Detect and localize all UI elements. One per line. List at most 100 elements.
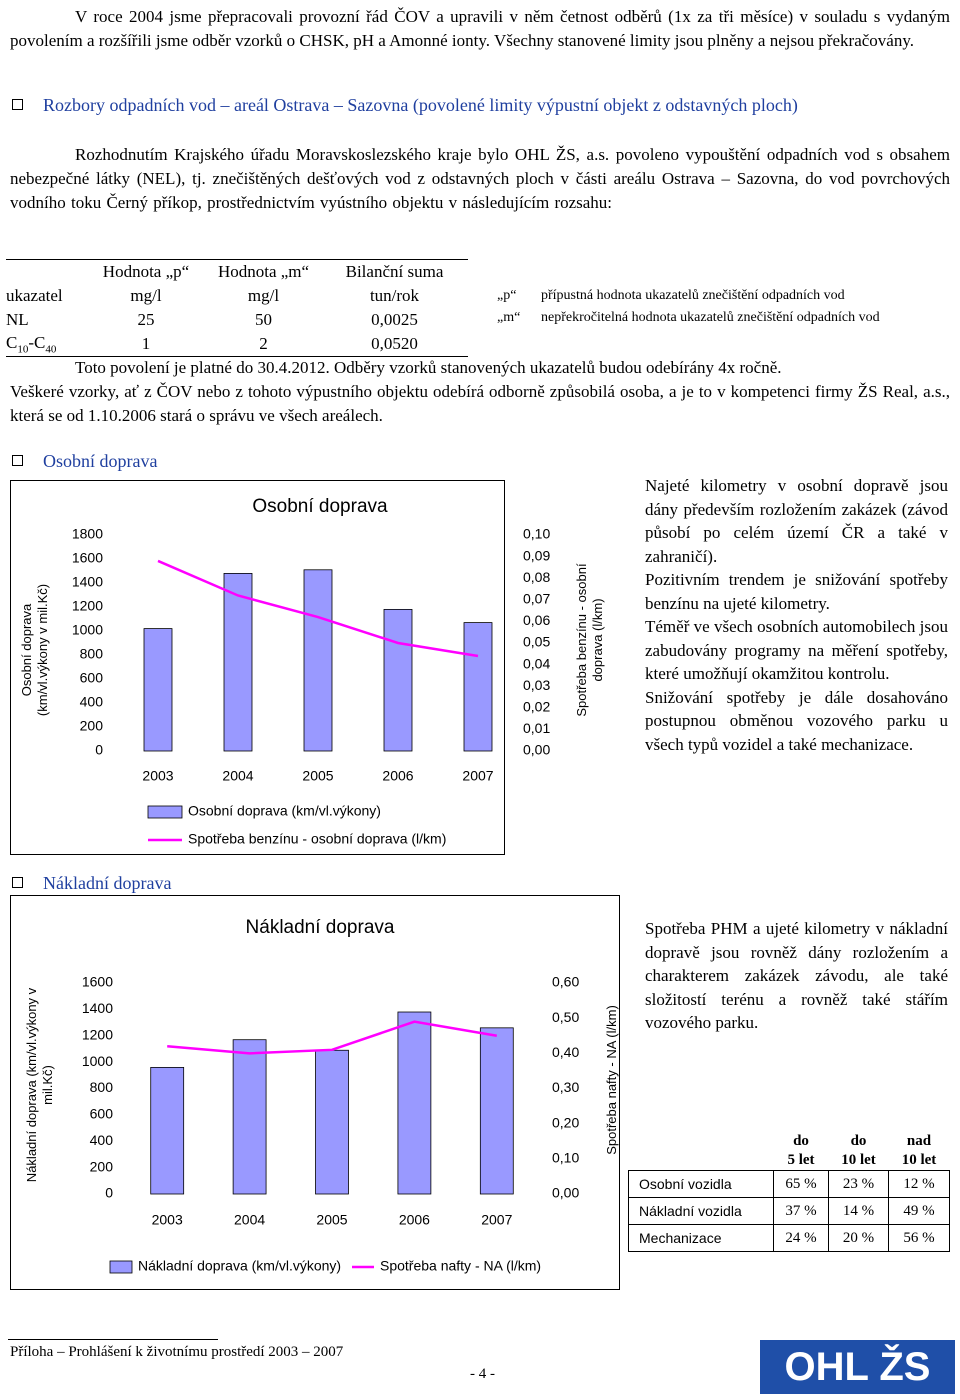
- note-text: nepřekročitelná hodnota ukazatelů znečiš…: [541, 310, 880, 325]
- label-sub: 10: [17, 343, 29, 356]
- axis-label: Spotřeba benzínu - osobní doprava (l/km): [574, 563, 605, 717]
- y-tick-label: 800: [90, 1079, 114, 1095]
- legend-label: Spotřeba benzínu - osobní doprava (l/km): [188, 831, 446, 847]
- column-unit: tun/rok: [369, 286, 420, 305]
- table-cell: 50: [255, 310, 272, 329]
- side-paragraph: Najeté kilometry v osobní dopravě jsou d…: [645, 476, 948, 566]
- y-tick-label: 1200: [72, 598, 103, 614]
- legend-swatch: [147, 805, 183, 819]
- legend-label: Osobní doprava (km/vl.výkony): [188, 803, 381, 819]
- y-tick-label: 0: [95, 742, 103, 758]
- page-number: - 4 -: [470, 1366, 495, 1382]
- table-cell: [6, 260, 86, 285]
- y-tick-label: 1000: [82, 1053, 113, 1069]
- y2-tick-label: 0,50: [552, 1009, 579, 1025]
- title-line: 10 let: [901, 1152, 937, 1168]
- table-row: Hodnota „p“ Hodnota „m“ Bilanční suma: [6, 260, 468, 285]
- y2-tick-label: 0,60: [552, 974, 579, 990]
- y2-tick-label: 0,04: [523, 655, 550, 671]
- column-unit: mg/l: [247, 286, 280, 305]
- section-heading: Rozbory odpadních vod – areál Ostrava – …: [12, 95, 798, 116]
- table-cell: [629, 1132, 774, 1171]
- y2-tick-label: 0,00: [552, 1185, 579, 1201]
- legend-swatch: [109, 1260, 133, 1274]
- bar: [315, 1049, 349, 1195]
- y-tick-label: 1800: [72, 526, 103, 542]
- y2-tick-label: 0,08: [523, 569, 550, 585]
- y-tick-label: 1600: [82, 974, 113, 990]
- column-title: Hodnota „p“: [102, 262, 190, 281]
- side-paragraph: Pozitivním trendem je snižování spotřeby…: [645, 570, 948, 613]
- logo: OHL ŽS: [760, 1340, 955, 1394]
- table-cell: 14 %: [828, 1197, 889, 1225]
- row-label: Nákladní vozidla: [628, 1197, 774, 1225]
- title-line: nad: [906, 1133, 932, 1149]
- y-tick-label: 0: [105, 1185, 113, 1201]
- paragraph: Rozhodnutím Krajského úřadu Moravskoslez…: [10, 145, 950, 212]
- y2-tick-label: 0,20: [552, 1114, 579, 1130]
- section-heading: Osobní doprava: [12, 451, 157, 472]
- y2-tick-label: 0,07: [523, 591, 550, 607]
- title-line: do: [850, 1133, 867, 1149]
- y-tick-label: 1400: [82, 1000, 113, 1016]
- table-cell: 0,0520: [371, 334, 418, 353]
- row-label: C10-C40: [6, 332, 86, 357]
- bar: [383, 608, 413, 752]
- heading-text: Nákladní doprava: [43, 873, 172, 893]
- y2-tick-label: 0,03: [523, 677, 550, 693]
- table-cell: 0,0025: [371, 310, 418, 329]
- footer-text: Příloha – Prohlášení k životnímu prostře…: [10, 1344, 344, 1360]
- chart: Osobní doprava 0 200 400 600 800 1000 1200 1400 1…: [10, 480, 550, 855]
- line: [167, 1020, 498, 1055]
- table-row: ukazatel mg/l mg/l tun/rok: [6, 284, 468, 308]
- table-row: NL 25 50 0,0025: [6, 308, 468, 332]
- bullet-box: [12, 99, 23, 110]
- limits-table: Hodnota „p“ Hodnota „m“ Bilanční suma uk…: [6, 259, 468, 357]
- table-row: Nákladní vozidla 37 % 14 % 49 %: [628, 1197, 950, 1225]
- table-cell: 65 %: [773, 1170, 829, 1198]
- x-tick-label: 2006: [399, 1212, 430, 1228]
- validity: Toto povolení je platné do 30.4.2012. Od…: [75, 358, 782, 377]
- row-label: Mechanizace: [628, 1224, 774, 1252]
- y-tick-label: 800: [80, 646, 104, 662]
- x-tick-label: 2003: [152, 1212, 183, 1228]
- bar: [479, 1027, 514, 1195]
- table-cell: 56 %: [888, 1224, 950, 1252]
- y-tick-label: 200: [90, 1158, 114, 1174]
- side-paragraph: Téměř ve všech osobních automobilech jso…: [645, 617, 948, 683]
- footer-rule: [8, 1339, 218, 1340]
- y-tick-label: 1600: [72, 550, 103, 566]
- title-line: 10 let: [841, 1152, 876, 1168]
- side-paragraph: Snižování spotřeby je dále dosahováno po…: [645, 687, 948, 754]
- x-tick-label: 2007: [481, 1212, 512, 1228]
- y-tick-label: 400: [90, 1132, 114, 1148]
- y-tick-label: 1400: [72, 574, 103, 590]
- table-cell: 23 %: [828, 1170, 889, 1198]
- table-row: C10-C40 1 2 0,0520: [6, 332, 468, 357]
- axis-label: Osobní doprava (km/vl.výkony v mil.Kč): [19, 583, 50, 717]
- chart-frame: [10, 480, 505, 855]
- title-line: 5 let: [787, 1152, 815, 1168]
- bar: [223, 573, 253, 752]
- column-title: Bilanční suma: [345, 262, 444, 281]
- legend-label: Nákladní doprava (km/vl.výkony): [138, 1258, 341, 1274]
- y-tick-label: 200: [80, 718, 104, 734]
- chart-title: Nákladní doprava: [246, 917, 395, 938]
- bar: [143, 628, 173, 752]
- axis-label: Spotřeba nafty - NA (l/km): [604, 1005, 619, 1155]
- column-unit: mg/l: [130, 286, 162, 305]
- y2-tick-label: 0,02: [523, 699, 550, 715]
- y2-tick-label: 0,10: [552, 1150, 579, 1166]
- y2-tick-label: 0,05: [523, 634, 550, 650]
- note-text: přípustná hodnota ukazatelů znečištění o…: [541, 288, 845, 303]
- table-cell: 49 %: [888, 1197, 950, 1225]
- y2-tick-label: 0,06: [523, 612, 550, 628]
- bar: [397, 1011, 432, 1195]
- x-tick-label: 2005: [302, 768, 333, 784]
- table-cell: 20 %: [828, 1224, 889, 1252]
- table-cell: 2: [259, 334, 268, 353]
- sampling: Veškeré vzorky, ať z ČOV nebo z tohoto v…: [10, 382, 950, 425]
- x-tick-label: 2004: [222, 768, 253, 784]
- column-title: do 10 let: [829, 1132, 889, 1171]
- x-tick-label: 2007: [462, 768, 493, 784]
